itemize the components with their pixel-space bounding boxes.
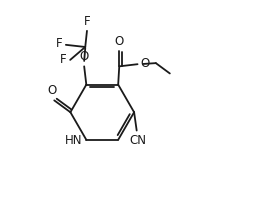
Text: F: F	[56, 37, 63, 50]
Text: O: O	[80, 50, 89, 63]
Text: F: F	[84, 15, 90, 28]
Text: O: O	[47, 84, 57, 97]
Text: O: O	[141, 57, 150, 70]
Text: O: O	[115, 35, 124, 48]
Text: F: F	[60, 53, 67, 66]
Text: HN: HN	[65, 134, 82, 147]
Text: CN: CN	[129, 134, 146, 147]
